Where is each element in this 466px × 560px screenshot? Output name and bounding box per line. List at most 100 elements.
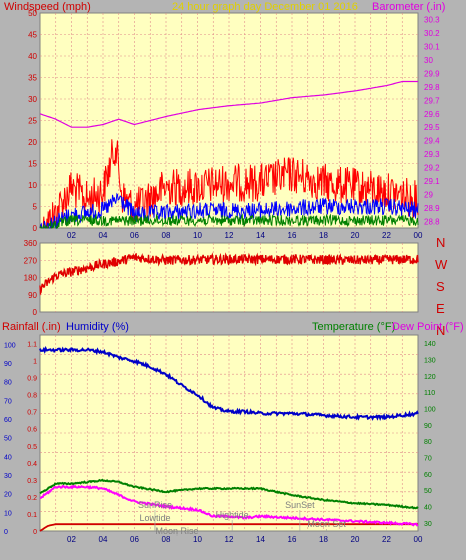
humidity-label: Humidity (%) [66, 321, 129, 333]
barometer-line [39, 80, 418, 128]
wind-x-tick-label: 02 [67, 231, 76, 240]
wind-y-tick-label: 30 [28, 95, 37, 104]
lowtide-label: Lowtide [139, 513, 170, 523]
rain-y-tick-label: 0.6 [27, 427, 37, 434]
humidity-y-tick-label: 20 [4, 492, 12, 499]
graph-date-label: 24 hour graph day December 01 2016 [172, 1, 358, 13]
temperature-y-tick-label: 40 [424, 505, 432, 512]
barometer-y-tick-label: 29.6 [424, 110, 440, 119]
rain-humidity-temp-panel: SunRise Lowtide Moon Rise Hightide SunSet Moo… [4, 334, 436, 544]
rain-y-tick-label: 0.5 [27, 444, 37, 451]
temperature-label: Temperature (°F) [312, 321, 395, 333]
barometer-y-tick-label: 29.9 [424, 69, 440, 78]
rain-y-tick-label: 0.8 [27, 393, 37, 400]
barometer-y-tick-label: 29.2 [424, 164, 440, 173]
sunrise-label: SunRise [138, 500, 172, 510]
wind-y-tick-label: 45 [28, 31, 37, 40]
rain-y-tick-label: 0.2 [27, 495, 37, 502]
rain-y-tick-label: 1 [33, 359, 37, 366]
rain-panel-axes: 0 0.1 0.2 0.3 0.4 0.5 0.6 0.7 0.8 0.9 1 1.1 0 10 20 30 4… [4, 341, 436, 544]
rain-x-tick-label: 20 [351, 535, 360, 544]
rain-x-tick-label: 00 [414, 535, 423, 544]
temperature-line [39, 478, 419, 510]
temperature-y-tick-label: 70 [424, 456, 432, 463]
temperature-y-tick-label: 140 [424, 341, 436, 348]
barometer-y-tick-label: 29.8 [424, 83, 440, 92]
barometer-label: Barometer (.in) [372, 1, 445, 13]
humidity-y-tick-label: 50 [4, 436, 12, 443]
wind-y-tick-label: 0 [33, 224, 38, 233]
barometer-y-tick-label: 29.1 [424, 177, 440, 186]
dewpoint-line [39, 484, 419, 527]
temperature-y-tick-label: 130 [424, 358, 436, 365]
moonrise-label: Moon Rise [156, 526, 199, 536]
wind-y-tick-label: 5 [33, 203, 38, 212]
rain-x-tick-label: 04 [99, 535, 108, 544]
wind-y-tick-label: 20 [28, 138, 37, 147]
temperature-y-tick-label: 90 [424, 423, 432, 430]
humidity-y-tick-label: 70 [4, 398, 12, 405]
temperature-y-tick-label: 100 [424, 407, 436, 414]
temperature-y-tick-label: 110 [424, 390, 435, 397]
direction-y-tick-label: 180 [24, 274, 38, 283]
humidity-y-tick-label: 100 [4, 342, 16, 349]
wind-y-tick-label: 35 [28, 74, 37, 83]
rain-x-tick-label: 12 [225, 535, 234, 544]
rain-y-tick-label: 0.1 [27, 512, 37, 519]
barometer-y-tick-label: 30.1 [424, 43, 440, 52]
compass-n-top: N [436, 235, 445, 250]
rain-panel-series: SunRise Lowtide Moon Rise Hightide SunSet Moo… [39, 345, 419, 536]
rain-y-tick-label: 0.7 [27, 410, 37, 417]
wind-x-tick-label: 06 [130, 231, 139, 240]
rainfall-label: Rainfall (.in) [2, 321, 61, 333]
barometer-y-tick-label: 29.7 [424, 96, 440, 105]
rainfall-line [39, 523, 418, 532]
compass-e: E [436, 301, 445, 316]
wind-x-tick-label: 08 [162, 231, 171, 240]
rain-y-tick-label: 1.1 [27, 342, 37, 349]
hightide-label: Hightide [216, 510, 249, 520]
barometer-y-tick-label: 29.5 [424, 123, 440, 132]
rain-y-tick-label: 0.4 [27, 461, 37, 468]
rain-x-tick-label: 22 [382, 535, 391, 544]
wind-x-tick-label: 14 [256, 231, 265, 240]
wind-y-tick-label: 15 [28, 160, 37, 169]
rain-x-tick-label: 02 [67, 535, 76, 544]
wind-x-tick-label: 20 [351, 231, 360, 240]
wind-panel-grid [40, 13, 418, 228]
temperature-y-tick-label: 30 [424, 521, 432, 528]
temperature-y-tick-label: 80 [424, 439, 432, 446]
humidity-y-tick-label: 0 [4, 529, 8, 536]
moonset-label: Moon Set [307, 519, 346, 529]
rain-x-tick-label: 08 [162, 535, 171, 544]
wind-direction-line [39, 252, 419, 296]
dewpoint-label: Dew Point (°F) [392, 321, 464, 333]
barometer-y-tick-label: 29.3 [424, 150, 440, 159]
humidity-y-tick-label: 90 [4, 361, 12, 368]
compass-s: S [436, 279, 445, 294]
wind-gust-line [39, 139, 419, 229]
wind-y-tick-label: 40 [28, 52, 37, 61]
barometer-y-tick-label: 28.8 [424, 217, 440, 226]
humidity-y-tick-label: 60 [4, 417, 12, 424]
rain-y-tick-label: 0 [33, 529, 37, 536]
barometer-y-tick-label: 30.3 [424, 16, 440, 25]
rain-y-tick-label: 0.3 [27, 478, 37, 485]
wind-panel-axes: 0 5 10 15 20 25 30 35 40 45 50 28.8 28.9 29 29.1 29.2 29… [28, 9, 440, 240]
temperature-y-tick-label: 120 [424, 374, 436, 381]
wind-panel-series [39, 80, 419, 230]
barometer-y-tick-label: 28.9 [424, 204, 440, 213]
wind-x-tick-label: 00 [414, 231, 423, 240]
wind-y-tick-label: 10 [28, 181, 37, 190]
barometer-y-tick-label: 29.4 [424, 137, 440, 146]
compass-w: W [435, 257, 448, 272]
temperature-y-tick-label: 50 [424, 488, 432, 495]
wind-x-tick-label: 10 [193, 231, 202, 240]
rain-x-tick-label: 16 [288, 535, 297, 544]
barometer-y-tick-label: 30.2 [424, 29, 440, 38]
wind-low-line [39, 213, 419, 230]
wind-x-tick-label: 18 [319, 231, 328, 240]
direction-panel-axes: 360 270 180 90 0 [24, 239, 38, 317]
